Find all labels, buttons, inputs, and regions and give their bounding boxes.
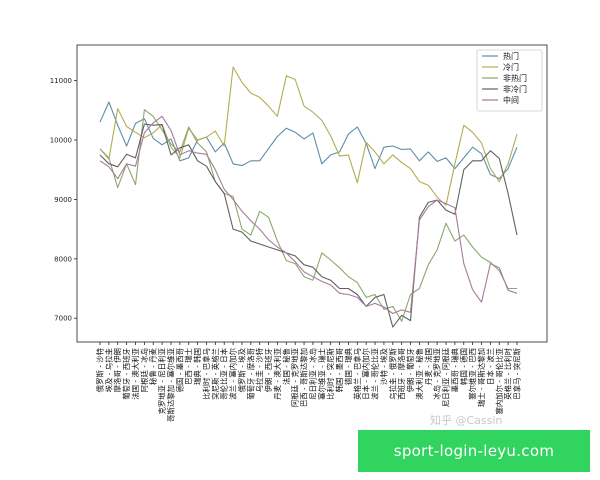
y-tick-label: 7000 (54, 315, 72, 323)
x-tick-label: 丹麦 - 澳大利亚 (273, 347, 282, 399)
x-tick-label: 西班牙 - 摩洛哥 (397, 348, 406, 400)
x-tick-label: 日本 - 塞内加尔 (362, 347, 371, 399)
x-tick-label: 哥伦比亚 - 日本 (220, 347, 229, 399)
series-line-5 (99, 115, 518, 315)
x-tick-label: 比利时 - 突尼斯 (326, 347, 335, 399)
series-line-2 (99, 66, 518, 206)
legend-label: 中间 (503, 95, 519, 105)
x-tick-label: 丹麦 - 法国 (424, 348, 433, 385)
x-tick-label: 塞尔维亚 - 瑞士 (317, 347, 326, 399)
x-tick-label: 塞尔维亚 - 巴西 (468, 348, 477, 400)
x-tick-label: 俄罗斯 - 沙特 (96, 347, 105, 392)
x-tick-label: 埃及 - 乌拉圭 (104, 348, 113, 392)
x-tick-label: 尼日利亚 - 冰岛 (308, 348, 317, 400)
x-tick-label: 英格兰 - 巴拿马 (353, 348, 362, 400)
x-tick-label: 巴拿马 - 突尼斯 (513, 347, 522, 399)
x-tick-label: 英格兰 - 比利时 (504, 347, 513, 399)
x-tick-label: 法国 - 澳大利亚 (131, 347, 140, 399)
x-tick-label: 德国 - 墨西哥 (175, 348, 184, 392)
watermark-text: 知乎 @Cassin (430, 413, 502, 427)
y-tick-label: 9000 (54, 196, 72, 204)
x-tick-label: 韩国 - 墨西哥 (335, 348, 344, 392)
x-tick-label: 巴西 - 哥斯达黎加 (300, 348, 309, 407)
x-tick-label: 法国 - 秘鲁 (282, 348, 291, 385)
series-line-1 (99, 101, 518, 180)
x-tick-label: 德国 - 瑞典 (344, 347, 353, 385)
chart-lines (99, 66, 518, 328)
x-tick-label: 波兰 - 塞内加尔 (229, 347, 238, 399)
plot-frame (76, 44, 548, 343)
y-tick-label: 10000 (50, 137, 72, 145)
y-tick-label: 8000 (54, 255, 72, 263)
x-tick-label: 克罗地亚 - 尼日利亚 (158, 347, 167, 414)
x-tick-label: 波兰 - 哥伦比亚 (371, 347, 380, 399)
x-tick-label: 日本 - 波兰 (486, 348, 495, 385)
x-tick-label: 伊朗 - 葡萄牙 (406, 348, 415, 392)
x-tick-label: 乌拉圭 - 俄罗斯 (388, 347, 397, 399)
x-tick-label: 塞内加尔 - 哥伦比亚 (495, 347, 504, 414)
x-tick-label: 葡萄牙 - 西班牙 (122, 348, 131, 400)
x-tick-label: 葡萄牙 - 摩洛哥 (246, 348, 255, 400)
x-tick-label: 澳大利亚 - 秘鲁 (415, 348, 424, 400)
x-tick-label: 瑞典 - 韩国 (193, 348, 202, 385)
x-tick-label: 沙特 - 埃及 (379, 347, 388, 385)
x-tick-label: 阿根廷 - 克罗地亚 (291, 347, 300, 407)
x-tick-label: 阿根廷 - 冰岛 (140, 348, 149, 392)
x-tick-label: 突尼斯 - 英格兰 (211, 348, 220, 400)
series-line-3 (99, 109, 517, 322)
x-tick-label: 瑞士 - 哥斯达黎加 (477, 348, 486, 407)
x-tick-label: 俄罗斯 - 埃及 (237, 347, 246, 392)
x-tick-label: 秘鲁 - 丹麦 (149, 347, 158, 385)
legend-label: 热门 (503, 51, 519, 61)
chart-axes: 7000 8000 9000 10000 11000 俄罗斯 - 沙特 埃及 - 乌拉圭 摩洛… (50, 44, 548, 422)
banner-text: sport-login-leyu.com (393, 442, 555, 460)
x-tick-label: 尼日利亚 - 阿根廷 (442, 347, 451, 407)
x-tick-label: 摩洛哥 - 伊朗 (113, 348, 122, 392)
x-tick-label: 哥斯达黎加 - 塞尔维亚 (166, 347, 175, 421)
x-tick-label: 墨西哥 - 瑞典 (450, 347, 459, 392)
x-tick-label: 伊朗 - 西班牙 (264, 348, 273, 392)
x-tick-label: 冰岛 - 克罗地亚 (433, 347, 442, 399)
x-tick-label: 比利时 - 巴拿马 (202, 348, 211, 400)
legend-label: 非冷门 (503, 84, 527, 94)
legend-box (476, 49, 543, 112)
legend-label: 非热门 (503, 73, 527, 83)
y-tick-label: 11000 (50, 77, 72, 85)
site-banner[interactable]: sport-login-leyu.com (358, 430, 590, 472)
x-tick-label: 乌拉圭 - 沙特 (255, 347, 264, 392)
x-tick-label: 巴西 - 瑞士 (184, 347, 193, 385)
series-line-4 (99, 123, 518, 328)
legend-label: 冷门 (503, 62, 519, 72)
x-tick-label: 韩国 - 德国 (459, 348, 468, 385)
